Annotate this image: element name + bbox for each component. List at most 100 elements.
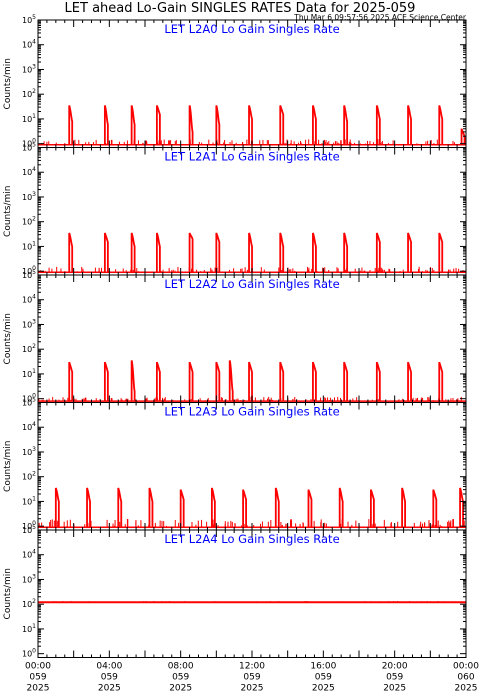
y-tick-exponent: 4 [32, 166, 36, 173]
y-tick-label: 104 [22, 166, 36, 177]
series-spike [375, 105, 381, 145]
series-spike [215, 105, 221, 145]
series-spike [338, 487, 344, 528]
y-tick-base: 10 [22, 522, 32, 531]
series-spike [130, 105, 136, 145]
generation-timestamp: Thu Mar 6 09:57:56 2025 ACE Science Cent… [293, 13, 467, 22]
x-tick-time: 00:00 [25, 662, 51, 672]
series-spike [188, 361, 194, 402]
y-tick-exponent: 5 [32, 524, 36, 531]
y-tick-exponent: 0 [32, 393, 36, 400]
y-tick-label: 103 [22, 446, 36, 457]
x-tick-year: 2025 [312, 684, 335, 694]
y-tick-label: 105 [22, 397, 36, 408]
series-spike [343, 105, 349, 145]
series-spike [438, 361, 444, 402]
y-tick-base: 10 [22, 423, 32, 432]
y-tick-exponent: 2 [32, 343, 36, 350]
y-tick-label: 105 [22, 524, 36, 535]
y-tick-exponent: 3 [32, 446, 36, 453]
series-spike [215, 232, 221, 273]
y-tick-exponent: 0 [32, 648, 36, 655]
y-tick-base: 10 [22, 345, 32, 354]
y-tick-base: 10 [22, 650, 32, 659]
series-spike [148, 487, 154, 528]
x-tick-day: 059 [386, 673, 403, 683]
series-spike [248, 105, 253, 145]
panel-title: LET L2A1 Lo Gain Singles Rate [164, 150, 339, 164]
y-tick-base: 10 [22, 399, 32, 408]
y-tick-label: 103 [22, 318, 36, 329]
y-tick-exponent: 1 [32, 495, 36, 502]
y-tick-label: 101 [22, 495, 36, 506]
series-spike [68, 232, 74, 273]
y-tick-base: 10 [22, 144, 32, 153]
y-tick-label: 104 [22, 294, 36, 305]
y-tick-base: 10 [22, 625, 32, 634]
y-tick-label: 103 [22, 63, 36, 74]
figure-title: LET ahead Lo-Gain SINGLES RATES Data for… [65, 1, 416, 16]
y-tick-base: 10 [22, 267, 32, 276]
series-spike [407, 232, 412, 273]
series-spike [130, 360, 136, 402]
y-tick-exponent: 2 [32, 598, 36, 605]
y-tick-exponent: 2 [32, 471, 36, 478]
y-tick-label: 102 [22, 88, 36, 99]
y-tick-exponent: 5 [32, 269, 36, 276]
y-tick-exponent: 5 [32, 14, 36, 21]
series-spike [312, 361, 317, 402]
series-spike [215, 361, 221, 402]
y-tick-exponent: 1 [32, 240, 36, 247]
y-tick-base: 10 [22, 370, 32, 379]
y-tick-label: 102 [22, 343, 36, 354]
x-tick-year: 2025 [383, 684, 406, 694]
panel-title: LET L2A4 Lo Gain Singles Rate [164, 532, 339, 546]
y-axis-label: Counts/min [3, 441, 13, 492]
y-tick-label: 100 [22, 393, 36, 404]
y-tick-label: 103 [22, 191, 36, 202]
y-tick-exponent: 3 [32, 63, 36, 70]
series-spike [407, 105, 412, 145]
series-spike [343, 361, 349, 402]
y-tick-label: 104 [22, 549, 36, 560]
series-spike [312, 232, 317, 273]
series-spike [369, 489, 375, 528]
y-tick-label: 100 [22, 265, 36, 276]
series-spike [279, 232, 285, 273]
y-tick-base: 10 [22, 90, 32, 99]
x-tick-time: 12:00 [239, 662, 265, 672]
series-spike [188, 232, 194, 273]
y-tick-base: 10 [22, 218, 32, 227]
y-tick-exponent: 4 [32, 294, 36, 301]
panel-title: LET L2A0 Lo Gain Singles Rate [164, 22, 339, 36]
y-tick-base: 10 [22, 65, 32, 74]
series-spike [279, 361, 285, 402]
y-tick-exponent: 3 [32, 191, 36, 198]
y-tick-exponent: 0 [32, 520, 36, 527]
series-spike [312, 105, 317, 145]
x-tick-year: 2025 [241, 684, 264, 694]
y-tick-exponent: 5 [32, 142, 36, 149]
series-spike [155, 361, 161, 402]
y-tick-base: 10 [22, 600, 32, 609]
y-tick-base: 10 [22, 271, 32, 280]
series-spike [307, 489, 313, 528]
y-tick-label: 100 [22, 138, 36, 149]
y-tick-base: 10 [22, 395, 32, 404]
series-spike [54, 487, 60, 528]
series-spike [68, 361, 74, 402]
y-tick-label: 105 [22, 14, 36, 25]
series-spike [279, 105, 285, 145]
y-tick-exponent: 0 [32, 138, 36, 145]
series-spike [228, 360, 234, 402]
series-spike [375, 232, 381, 273]
series-spike [86, 487, 91, 528]
x-tick-time: 16:00 [310, 662, 336, 672]
y-axis-label: Counts/min [3, 313, 13, 364]
